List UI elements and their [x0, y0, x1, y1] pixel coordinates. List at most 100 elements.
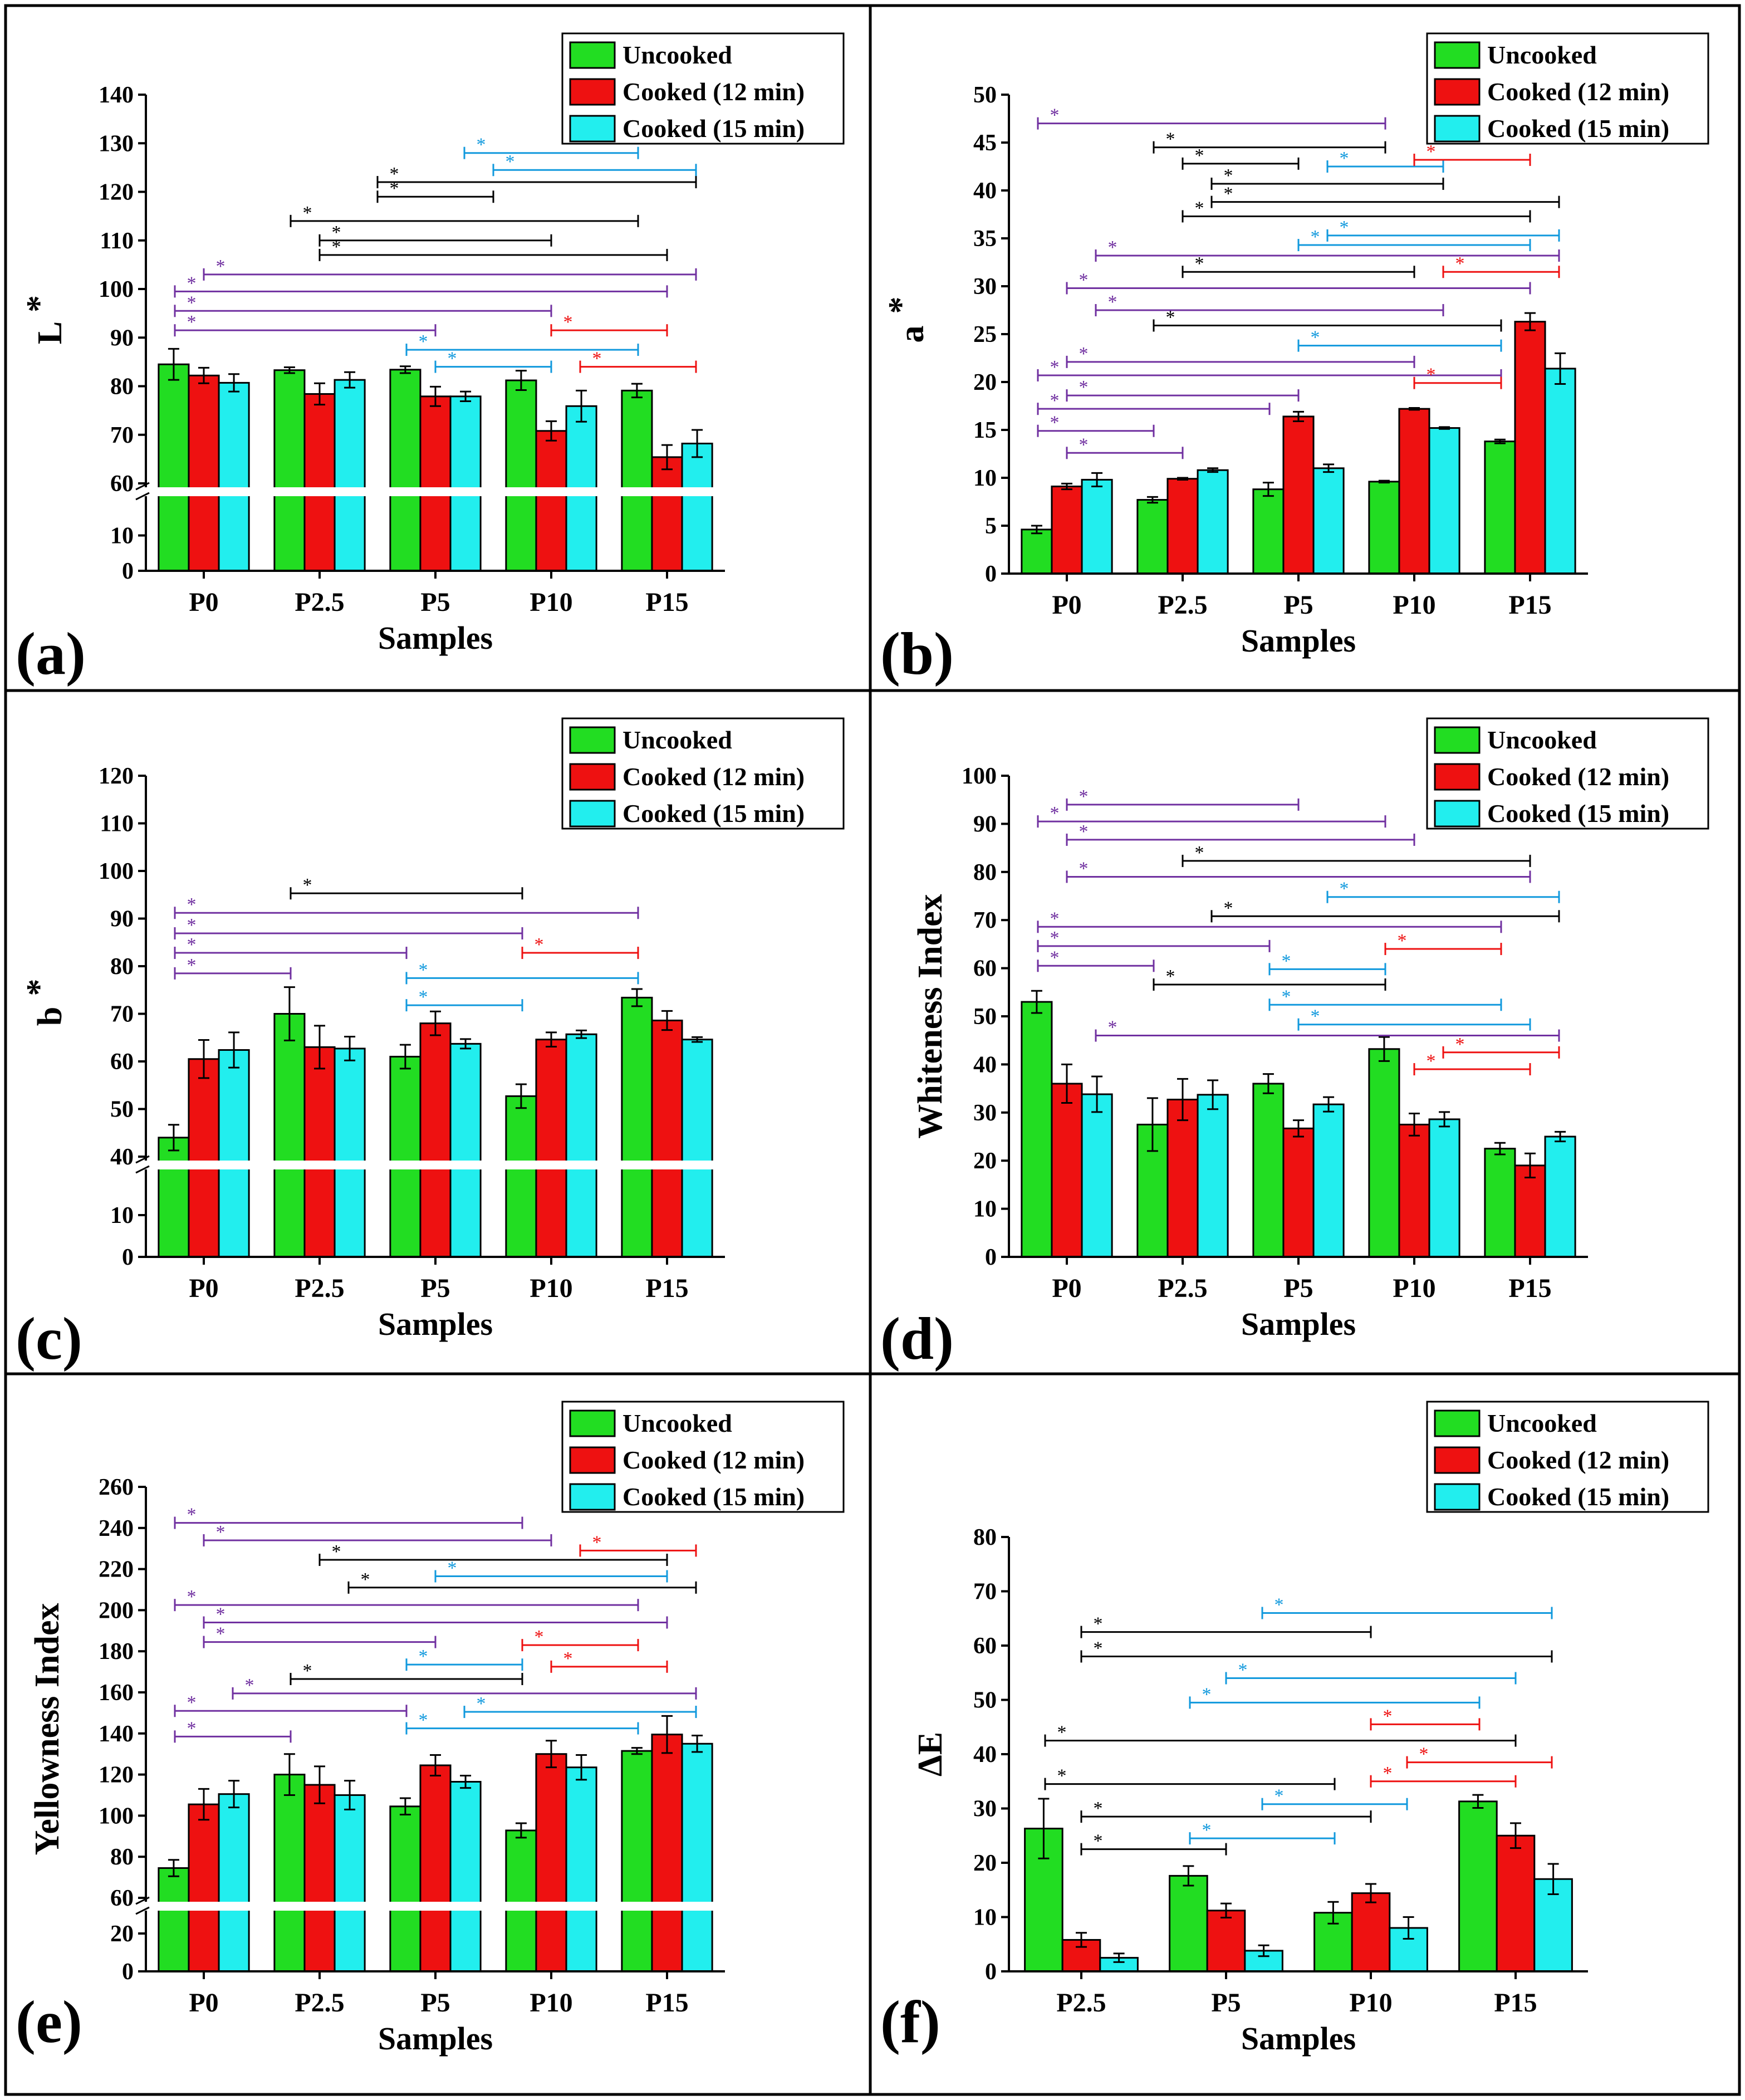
- legend-entry: Cooked (12 min): [1487, 77, 1669, 106]
- bar-P10-cooked-15-min-: [565, 1766, 597, 1972]
- bar-P10-cooked-15-min-: [1428, 427, 1460, 575]
- y-tick-label: 70: [110, 423, 134, 448]
- bar-P5-uncooked: [1169, 1874, 1208, 1972]
- y-tick-label: 100: [99, 859, 134, 884]
- significance-star: *: [1057, 1766, 1067, 1786]
- y-tick-label: 10: [973, 1905, 997, 1931]
- significance-bracket: *: [1261, 1595, 1553, 1619]
- significance-bracket: *: [434, 1558, 668, 1583]
- significance-star: *: [1275, 1595, 1284, 1616]
- y-tick-label: 40: [973, 178, 997, 204]
- significance-star: *: [1427, 1051, 1436, 1071]
- significance-star: *: [332, 1541, 341, 1562]
- significance-star: *: [303, 1661, 312, 1681]
- significance-bracket: *: [318, 222, 552, 247]
- significance-star: *: [1195, 198, 1204, 218]
- legend-entry: Cooked (15 min): [622, 1482, 805, 1511]
- significance-star: *: [1094, 1638, 1103, 1659]
- bar-P5-cooked-15-min-: [1312, 467, 1345, 575]
- significance-bracket: *: [405, 331, 639, 356]
- bar-P10-cooked-15-min-: [1428, 1118, 1460, 1258]
- bar-P0-uncooked: [158, 1137, 190, 1258]
- significance-bracket: *: [1406, 1744, 1553, 1769]
- significance-star: *: [187, 1587, 197, 1607]
- y-tick-label: 70: [110, 1002, 134, 1027]
- x-tick-label: P10: [530, 588, 572, 617]
- y-tick-label: 90: [973, 811, 997, 837]
- y-tick-label: 0: [122, 1245, 134, 1270]
- bar-P2.5-uncooked: [273, 1013, 306, 1258]
- significance-bracket: *: [1037, 908, 1502, 933]
- x-tick-label: P0: [189, 588, 218, 617]
- x-tick-label: P10: [530, 1988, 572, 2018]
- y-tick-label: 10: [973, 1197, 997, 1222]
- y-axis-label-superscript: *: [882, 297, 920, 314]
- y-tick-label: 120: [99, 1763, 134, 1788]
- significance-star: *: [1455, 253, 1465, 274]
- bar-P15-uncooked: [621, 1750, 653, 1972]
- y-axis-label: Yellowness Index: [28, 1603, 66, 1855]
- significance-star: *: [1383, 1706, 1393, 1726]
- bar-P0-uncooked: [158, 363, 190, 572]
- y-tick-label: 80: [110, 374, 134, 400]
- significance-bracket: *: [1066, 344, 1415, 368]
- bar-P0-cooked-12-min-: [1051, 1083, 1083, 1258]
- panel-label: (d): [880, 1306, 954, 1372]
- x-tick-label: P2.5: [295, 1988, 344, 2018]
- significance-bracket: *: [1080, 1614, 1372, 1638]
- y-tick-label: 15: [973, 418, 997, 443]
- x-axis-label: Samples: [1241, 2020, 1356, 2057]
- y-tick-label: 90: [110, 907, 134, 932]
- significance-star: *: [1311, 1006, 1320, 1027]
- y-tick-label: 35: [973, 226, 997, 252]
- bar-P10-uncooked: [505, 1829, 537, 1972]
- y-tick-label: 100: [99, 277, 134, 302]
- significance-bracket: *: [1037, 105, 1386, 130]
- y-tick-label: 140: [99, 1721, 134, 1747]
- bar-P2.5-uncooked: [273, 369, 306, 572]
- y-tick-label: 80: [110, 1844, 134, 1870]
- significance-bracket: *: [1297, 327, 1502, 352]
- panel-f: 0 10 20 30 40 50 60 70 80 P2.5 P5 P10 P15 Samples ΔE (f…: [880, 1401, 1709, 2057]
- bar-P0-cooked-15-min-: [218, 1793, 250, 1972]
- significance-star: *: [1108, 292, 1117, 312]
- bar-P2.5-cooked-12-min-: [303, 1784, 336, 1972]
- significance-bracket: *: [1326, 148, 1444, 173]
- bar-P10-cooked-15-min-: [565, 1033, 597, 1258]
- bar-P15-cooked-15-min-: [681, 442, 713, 572]
- significance-star: *: [1166, 966, 1175, 987]
- bar-P0-cooked-15-min-: [218, 381, 250, 572]
- significance-star: *: [1419, 1744, 1429, 1765]
- bar-P0-cooked-12-min-: [188, 1803, 220, 1972]
- bar-P5-cooked-12-min-: [1282, 1127, 1315, 1258]
- panel-c: 0 10 40 50 60 70 80 90 100 110 120 P0 P2.5 P5 P10 P15 Sa…: [16, 717, 845, 1372]
- bar-P2.5-uncooked: [273, 1774, 306, 1972]
- significance-bracket: *: [1095, 292, 1444, 316]
- y-tick-label: 160: [99, 1680, 134, 1706]
- significance-star: *: [1050, 803, 1060, 824]
- significance-star: *: [1311, 327, 1320, 348]
- x-tick-label: P5: [420, 588, 450, 617]
- significance-bracket: *: [1066, 377, 1300, 402]
- x-tick-label: P0: [189, 1274, 218, 1303]
- significance-bracket: *: [376, 164, 697, 189]
- bar-P15-cooked-15-min-: [681, 1742, 713, 1972]
- legend-entry: Cooked (12 min): [622, 77, 805, 106]
- bar-P2.5-cooked-15-min-: [334, 1047, 366, 1258]
- y-tick-label: 30: [973, 1796, 997, 1822]
- significance-star: *: [332, 237, 341, 257]
- bar-P15-uncooked: [1484, 440, 1516, 575]
- significance-bracket: *: [1297, 1006, 1531, 1031]
- significance-bracket: *: [1044, 1766, 1336, 1790]
- significance-star: *: [592, 1532, 602, 1553]
- significance-star: *: [1275, 1786, 1284, 1807]
- significance-star: *: [1238, 1660, 1248, 1681]
- significance-star: *: [1079, 434, 1089, 455]
- legend-swatch: [1434, 1409, 1481, 1437]
- legend-entry: Cooked (15 min): [622, 114, 805, 143]
- y-tick-label: 0: [985, 1245, 997, 1270]
- significance-bracket: *: [1326, 217, 1560, 242]
- y-tick-label: 140: [99, 82, 134, 108]
- bar-P15-uncooked: [621, 996, 653, 1258]
- significance-bracket: *: [550, 312, 668, 337]
